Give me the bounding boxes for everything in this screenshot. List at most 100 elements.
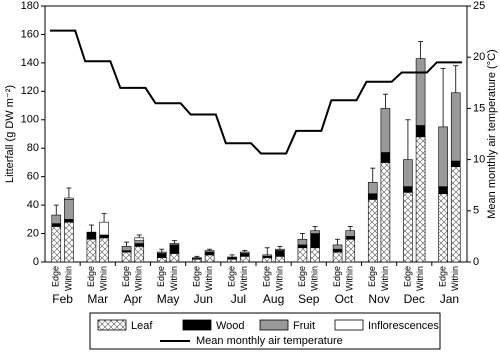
bar-segment <box>64 221 74 263</box>
y2-tick-label: 0 <box>473 256 479 268</box>
bar-segment <box>275 248 285 251</box>
bar-segment <box>51 214 62 224</box>
sub-category-label: Edge <box>402 266 412 287</box>
y-tick-label: 100 <box>21 114 39 126</box>
bar-segment <box>275 250 285 257</box>
sub-category-label: Within <box>274 266 284 291</box>
bar-segment <box>310 230 320 234</box>
month-label: Jul <box>231 292 246 306</box>
month-label: Feb <box>52 292 73 306</box>
y-tick-label: 160 <box>21 28 39 40</box>
bar-segment <box>239 256 250 263</box>
bar-segment <box>297 244 308 249</box>
y2-tick-label: 10 <box>473 154 485 166</box>
bar-segment <box>310 233 320 249</box>
y2-tick-label: 5 <box>473 205 479 217</box>
y-tick-label: 80 <box>27 142 39 154</box>
bar-segment <box>99 221 109 236</box>
bar-segment <box>134 243 145 247</box>
bar-segment <box>86 231 97 240</box>
bar-segment <box>380 108 391 153</box>
bar-segment <box>415 58 426 126</box>
month-label: Sep <box>298 292 320 306</box>
bar-segment <box>64 197 74 200</box>
sub-category-label: Within <box>450 266 460 291</box>
bar-segment <box>169 244 180 254</box>
sub-category-label: Within <box>345 266 355 291</box>
bar-segment <box>239 251 250 254</box>
legend-swatch <box>182 319 212 331</box>
month-label: Aug <box>263 292 284 306</box>
bar-segment <box>450 160 461 168</box>
sub-category-label: Edge <box>262 266 272 287</box>
month-label: Apr <box>124 292 143 306</box>
month-label: Jan <box>440 292 459 306</box>
bar-segment <box>438 186 448 195</box>
sub-category-label: Within <box>239 266 249 291</box>
bar-segment <box>415 125 426 138</box>
sub-category-label: Edge <box>86 266 96 287</box>
sub-category-label: Edge <box>51 266 61 287</box>
bar-segment <box>380 152 391 163</box>
bar-segment <box>204 251 215 256</box>
y2-tick-label: 25 <box>473 0 485 12</box>
bar-segment <box>99 237 109 263</box>
bar-segment <box>332 248 343 253</box>
y-tick-label: 20 <box>27 227 39 239</box>
bar-segment <box>450 166 461 263</box>
month-label: Mar <box>87 292 108 306</box>
bar-segment <box>192 258 202 263</box>
sub-category-label: Edge <box>226 266 236 287</box>
y-tick-label: 180 <box>21 0 39 12</box>
bar-segment <box>99 234 109 239</box>
bar-segment <box>51 226 62 263</box>
bar-segment <box>51 223 62 227</box>
sub-category-label: Edge <box>191 266 201 287</box>
legend-label: Fruit <box>293 320 315 332</box>
bar-segment <box>297 238 308 246</box>
bar-segment <box>192 257 202 259</box>
legend-swatch <box>97 319 127 331</box>
month-label: May <box>157 292 180 306</box>
bar-segment <box>134 246 145 263</box>
bar-segment <box>262 257 273 263</box>
month-label: Nov <box>368 292 389 306</box>
bar-segment <box>345 238 356 263</box>
bar-segment <box>450 92 461 162</box>
legend-swatch <box>334 319 364 331</box>
month-label: Oct <box>335 292 354 306</box>
sub-category-label: Within <box>169 266 179 291</box>
bar-segment <box>121 246 132 251</box>
bar-segment <box>156 257 167 263</box>
legend-swatch <box>259 319 289 331</box>
bar-segment <box>367 182 378 195</box>
month-label: Dec <box>404 292 425 306</box>
y-axis-label: Litterfall (g DW m⁻²) <box>4 85 16 183</box>
sub-category-label: Within <box>415 266 425 291</box>
sub-category-label: Edge <box>156 266 166 287</box>
bar-segment <box>332 244 343 250</box>
y-tick-label: 140 <box>21 57 39 69</box>
bar-segment <box>239 253 250 257</box>
sub-category-label: Edge <box>121 266 131 287</box>
bar-segment <box>275 256 285 263</box>
bar-segment <box>438 126 448 187</box>
bar-segment <box>227 258 237 263</box>
sub-category-label: Within <box>309 266 319 291</box>
temperature-line <box>50 29 462 155</box>
bar-segment <box>415 136 426 263</box>
bar-segment <box>134 240 145 244</box>
bar-segment <box>438 193 448 263</box>
bar-segment <box>262 254 273 257</box>
bar-segment <box>86 238 97 263</box>
y-tick-label: 120 <box>21 85 39 97</box>
y-tick-label: 0 <box>33 256 39 268</box>
bar-segment <box>345 230 356 237</box>
bar-segment <box>64 219 74 223</box>
sub-category-label: Within <box>134 266 144 291</box>
bar-segment <box>403 186 413 193</box>
bar-segment <box>204 254 215 263</box>
bar-segment <box>134 237 145 241</box>
bar-segment <box>367 199 378 263</box>
bar-segment <box>121 251 132 263</box>
